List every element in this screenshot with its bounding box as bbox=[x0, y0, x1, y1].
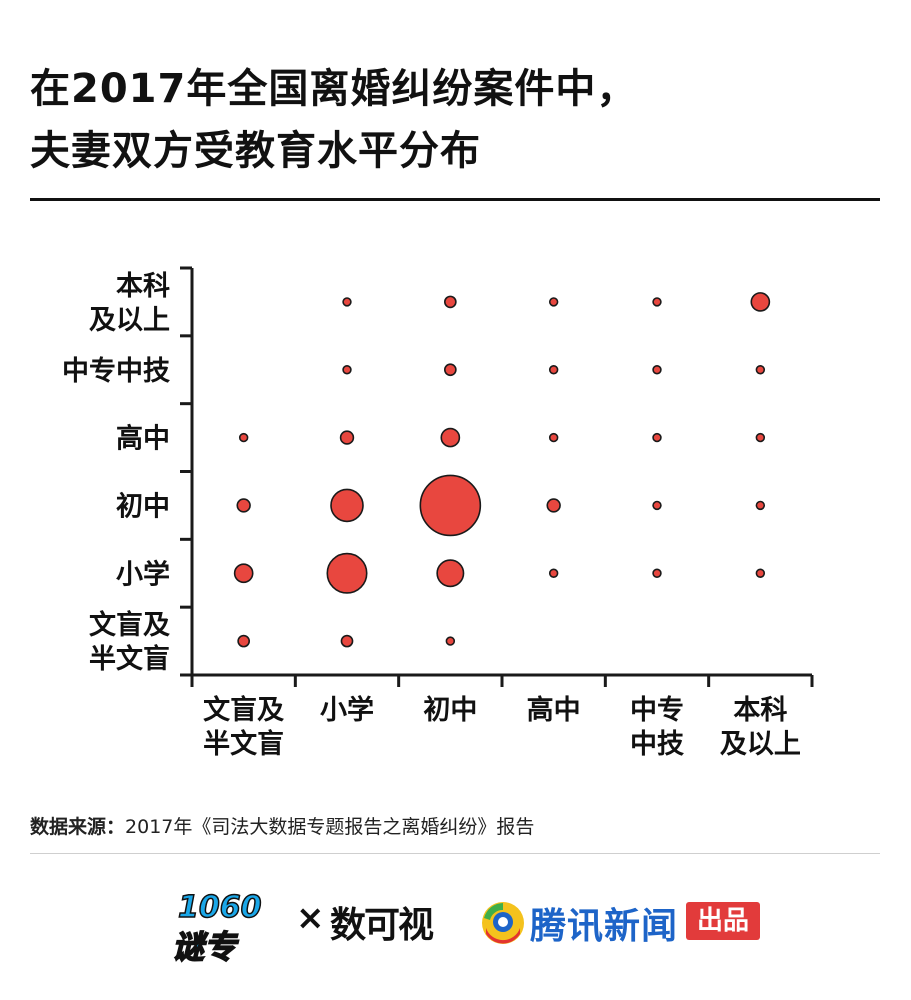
x-tick-label: 及以上 bbox=[720, 729, 801, 760]
bubble-point bbox=[238, 432, 249, 443]
bubble-point bbox=[419, 474, 482, 537]
x-tick-label: 小学 bbox=[320, 694, 374, 726]
title-line-1: 在2017年全国离婚纠纷案件中， bbox=[30, 66, 638, 112]
bubble-point bbox=[652, 297, 662, 307]
bubble-point bbox=[342, 365, 352, 375]
bubble-point bbox=[436, 559, 465, 588]
y-tick-label: 小学 bbox=[116, 558, 170, 590]
y-tick-label: 高中 bbox=[116, 423, 170, 455]
bubble-point bbox=[340, 634, 354, 648]
bubble-point bbox=[233, 563, 254, 584]
y-tick-label: 及以上 bbox=[89, 305, 170, 336]
bubble-point bbox=[236, 498, 251, 513]
source-label: 数据来源： bbox=[30, 816, 126, 838]
produced-badge: 出品 bbox=[686, 902, 760, 940]
source-text: 2017年《司法大数据专题报告之离婚纠纷》报告 bbox=[125, 816, 535, 838]
bubble-point bbox=[330, 488, 364, 523]
footer: 1060 谜专 × 数可视 腾讯新闻 出品 bbox=[0, 870, 911, 970]
bubble-point bbox=[755, 365, 766, 375]
tencent-news-text: 腾讯新闻 bbox=[530, 906, 679, 947]
bubble-point bbox=[548, 365, 559, 375]
logo-shukeshi: 数可视 bbox=[330, 904, 434, 946]
bubble-point bbox=[237, 634, 251, 648]
bubble-point bbox=[755, 568, 766, 578]
x-tick-label: 半文盲 bbox=[203, 728, 284, 760]
tencent-news-icon bbox=[482, 902, 524, 944]
bubble-point bbox=[548, 432, 559, 443]
x-tick-label: 高中 bbox=[527, 694, 581, 726]
y-tick-label: 初中 bbox=[116, 491, 170, 522]
bubble-point bbox=[440, 427, 461, 448]
bubble-point bbox=[652, 432, 662, 443]
chart-title: 在2017年全国离婚纠纷案件中， 夫妻双方受教育水平分布 bbox=[30, 58, 637, 182]
bubble-point bbox=[652, 568, 662, 578]
bubble-point bbox=[548, 297, 559, 307]
footer-divider bbox=[30, 853, 880, 854]
bubble-point bbox=[326, 552, 368, 594]
title-divider bbox=[30, 198, 880, 201]
x-tick-label: 本科 bbox=[733, 695, 787, 726]
bubble-point bbox=[342, 297, 352, 307]
title-line-2: 夫妻双方受教育水平分布 bbox=[30, 128, 481, 174]
bubble-point bbox=[443, 295, 457, 309]
bubble-point bbox=[548, 568, 559, 578]
y-tick-label: 中专中技 bbox=[62, 356, 170, 387]
x-tick-label: 初中 bbox=[423, 695, 477, 726]
source-note: 数据来源：2017年《司法大数据专题报告之离婚纠纷》报告 bbox=[30, 812, 534, 839]
bubble-point bbox=[652, 365, 662, 375]
logo-1060: 1060 谜专 bbox=[171, 889, 262, 967]
bubble-point bbox=[755, 500, 766, 511]
bubble-point bbox=[443, 363, 457, 377]
x-tick-label: 中专 bbox=[630, 695, 684, 726]
x-tick-label: 文盲及 bbox=[203, 694, 284, 726]
y-tick-label: 半文盲 bbox=[89, 643, 170, 675]
bubble-point bbox=[750, 292, 771, 312]
bubble-point bbox=[339, 430, 355, 445]
x-tick-label: 中技 bbox=[630, 729, 684, 760]
bubble-point bbox=[546, 498, 561, 513]
bubble-point bbox=[652, 500, 662, 511]
y-tick-label: 文盲及 bbox=[89, 609, 170, 641]
y-tick-label: 本科 bbox=[116, 271, 170, 302]
times-sign: × bbox=[296, 898, 325, 938]
bubble-point bbox=[755, 432, 766, 443]
bubble-point bbox=[445, 636, 456, 646]
